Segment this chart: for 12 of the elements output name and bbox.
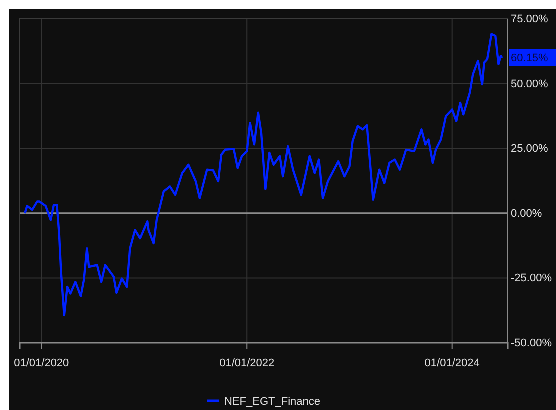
y-tick-label: 50.00% bbox=[511, 78, 549, 90]
legend-label: NEF_EGT_Finance bbox=[224, 396, 320, 408]
y-tick-label: 75.00% bbox=[511, 14, 549, 26]
y-tick-label: -25.00% bbox=[511, 272, 552, 285]
x-tick-label: 01/01/2020 bbox=[14, 357, 70, 370]
x-tick-label: 01/01/2024 bbox=[424, 357, 480, 370]
y-tick-label: 25.00% bbox=[511, 143, 549, 156]
annotation: 60.15% bbox=[511, 52, 549, 64]
y-tick-label: 0.00% bbox=[511, 208, 542, 220]
x-tick-label: 01/01/2022 bbox=[220, 357, 275, 370]
y-tick-label: -50.00% bbox=[511, 338, 552, 350]
line-series bbox=[24, 33, 503, 317]
